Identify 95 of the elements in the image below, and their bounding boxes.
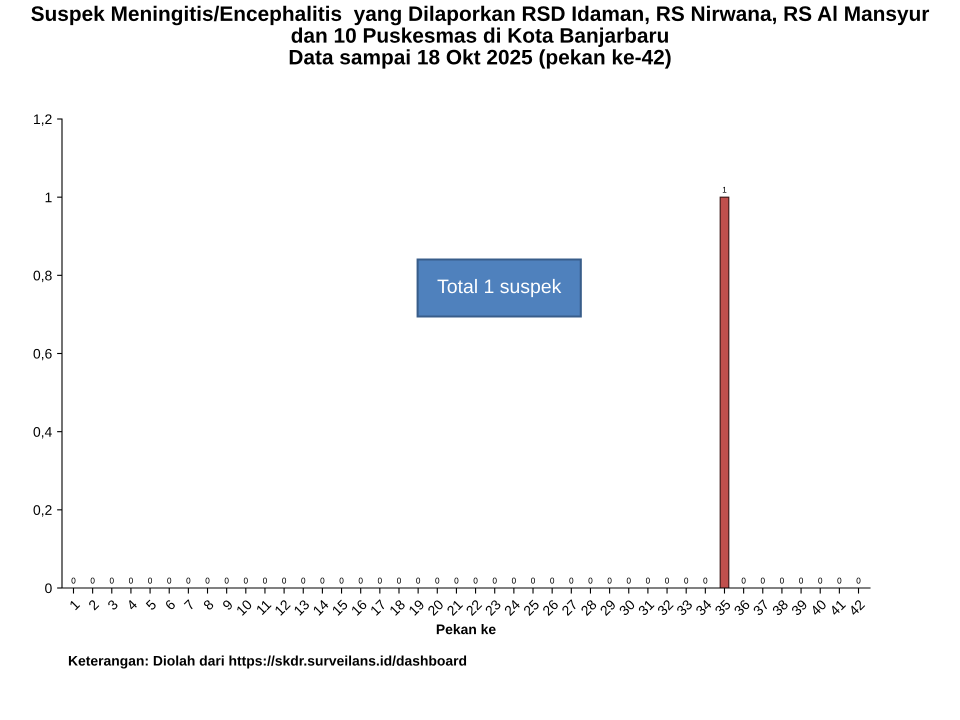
data-label: 0 — [837, 578, 842, 584]
data-label: 0 — [703, 578, 708, 584]
x-tick-label: 14 — [312, 599, 330, 616]
x-axis-title: Pekan ke — [436, 624, 496, 634]
x-tick-label: 7 — [184, 599, 195, 610]
x-tick-label: 2 — [88, 599, 100, 610]
x-tick-label: 37 — [752, 599, 770, 616]
x-tick-label: 38 — [772, 599, 789, 616]
data-label: 0 — [148, 578, 152, 584]
data-label: 0 — [340, 578, 344, 584]
x-tick-label: 13 — [293, 599, 310, 616]
data-label: 0 — [224, 578, 229, 584]
data-label: 0 — [90, 578, 95, 584]
x-tick-label: 9 — [222, 599, 234, 611]
x-tick-label: 29 — [599, 599, 616, 616]
data-label: 0 — [186, 578, 190, 584]
x-tick-label: 39 — [790, 599, 808, 616]
data-label: 0 — [358, 578, 363, 584]
x-tick-label: 19 — [408, 599, 425, 616]
data-label: 0 — [71, 578, 76, 584]
data-label: 1 — [722, 186, 726, 193]
data-label: 0 — [128, 578, 133, 584]
annotation: Total 1 suspek — [437, 278, 562, 298]
x-tick-label: 40 — [810, 599, 828, 616]
data-label: 0 — [626, 578, 631, 584]
data-label: 0 — [684, 578, 688, 584]
y-tick-label: 0,6 — [34, 348, 52, 360]
data-label: 0 — [646, 578, 650, 584]
x-tick-label: 32 — [656, 599, 674, 616]
x-tick-label: 3 — [106, 599, 119, 611]
x-tick-label: 20 — [427, 599, 444, 616]
data-label: 0 — [512, 578, 516, 584]
x-tick-label: 15 — [332, 599, 348, 616]
x-tick-label: 1 — [69, 599, 80, 610]
x-tick-label: 41 — [829, 599, 846, 616]
x-tick-label: 28 — [580, 599, 598, 616]
x-tick-label: 12 — [274, 599, 291, 616]
data-label: 0 — [608, 578, 612, 584]
x-tick-label: 34 — [695, 598, 712, 616]
y-tick-label: 1,2 — [34, 114, 52, 126]
x-tick-label: 30 — [618, 599, 636, 616]
x-tick-label: 21 — [446, 599, 464, 616]
x-tick-label: 17 — [370, 599, 386, 616]
x-tick-label: 22 — [465, 599, 482, 616]
data-label: 0 — [167, 578, 172, 584]
text: Keterangan: Diolah dari https://skdr.surveilans.id/dashboard — [68, 655, 466, 669]
data-label: 0 — [244, 578, 248, 584]
data-label: 0 — [760, 578, 765, 584]
data-label: 0 — [378, 578, 382, 584]
data-label: 0 — [474, 578, 478, 584]
x-tick-label: 42 — [848, 599, 866, 616]
data-label: 0 — [799, 578, 804, 584]
data-label: 0 — [301, 578, 306, 584]
data-label: 0 — [818, 578, 822, 584]
x-tick-label: 24 — [504, 598, 521, 616]
x-tick-label: 23 — [484, 599, 502, 616]
y-tick-label: 1 — [46, 192, 52, 202]
x-tick-label: 6 — [164, 599, 176, 611]
x-tick-label: 25 — [522, 599, 540, 616]
x-tick-label: 27 — [561, 599, 578, 616]
data-label: 0 — [531, 578, 536, 584]
data-label: 0 — [262, 578, 267, 584]
data-label: 0 — [282, 578, 286, 584]
x-tick-label: 35 — [714, 599, 732, 616]
chart-title: Suspek Meningitis/Encephalitis yang Dilaporkan RSD Idaman, RS Nirwana, RS Al Mansyur dan 10 Puskesmas di Kota Banjarbaru Data sampai 18 Okt 2025 (pekan ke-42) — [31, 6, 930, 69]
data-label: 0 — [550, 578, 554, 584]
data-label: 0 — [742, 578, 746, 584]
data-label: 0 — [435, 578, 440, 584]
x-tick-label: 5 — [145, 599, 157, 611]
x-tick-label: 11 — [256, 599, 272, 615]
x-tick-label: 33 — [676, 599, 693, 616]
data-label: 0 — [320, 578, 324, 584]
data-label: 0 — [856, 578, 861, 584]
y-tick-label: 0 — [45, 583, 52, 594]
data-label: 0 — [396, 578, 401, 584]
x-tick-label: 31 — [638, 599, 655, 616]
x-tick-label: 26 — [542, 599, 559, 616]
data-label: 0 — [665, 578, 670, 584]
y-tick-label: 0,2 — [34, 505, 52, 517]
data-label: 0 — [206, 578, 210, 584]
x-tick-label: 10 — [236, 599, 253, 616]
y-tick-label: 0,8 — [34, 270, 52, 282]
y-tick-label: 0,4 — [34, 427, 52, 438]
x-tick-label: 8 — [202, 599, 214, 611]
data-label: 0 — [492, 578, 497, 584]
x-tick-label: 4 — [126, 599, 138, 611]
x-tick-label: 36 — [733, 599, 750, 616]
x-tick-label: 16 — [350, 599, 368, 616]
data-label: 0 — [454, 578, 458, 584]
data-label: 0 — [416, 578, 420, 584]
data-label: 0 — [588, 578, 592, 584]
data-label: 0 — [569, 578, 574, 584]
data-label: 0 — [780, 578, 784, 584]
x-tick-label: 18 — [389, 599, 406, 616]
data-label: 0 — [110, 578, 114, 584]
